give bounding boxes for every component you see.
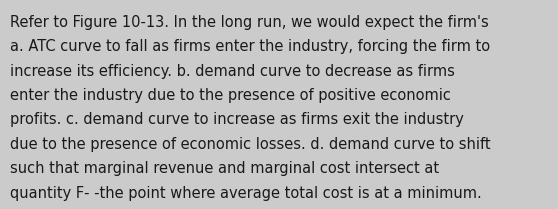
Text: such that marginal revenue and marginal cost intersect at: such that marginal revenue and marginal … <box>10 161 439 176</box>
Text: increase its efficiency. b. demand curve to decrease as firms: increase its efficiency. b. demand curve… <box>10 64 455 79</box>
Text: profits. c. demand curve to increase as firms exit the industry: profits. c. demand curve to increase as … <box>10 112 464 127</box>
Text: a. ATC curve to fall as firms enter the industry, forcing the firm to: a. ATC curve to fall as firms enter the … <box>10 39 490 54</box>
Text: quantity F- -the point where average total cost is at a minimum.: quantity F- -the point where average tot… <box>10 186 482 201</box>
Text: enter the industry due to the presence of positive economic: enter the industry due to the presence o… <box>10 88 451 103</box>
Text: due to the presence of economic losses. d. demand curve to shift: due to the presence of economic losses. … <box>10 137 490 152</box>
Text: Refer to Figure 10-13. In the long run, we would expect the firm's: Refer to Figure 10-13. In the long run, … <box>10 15 489 30</box>
